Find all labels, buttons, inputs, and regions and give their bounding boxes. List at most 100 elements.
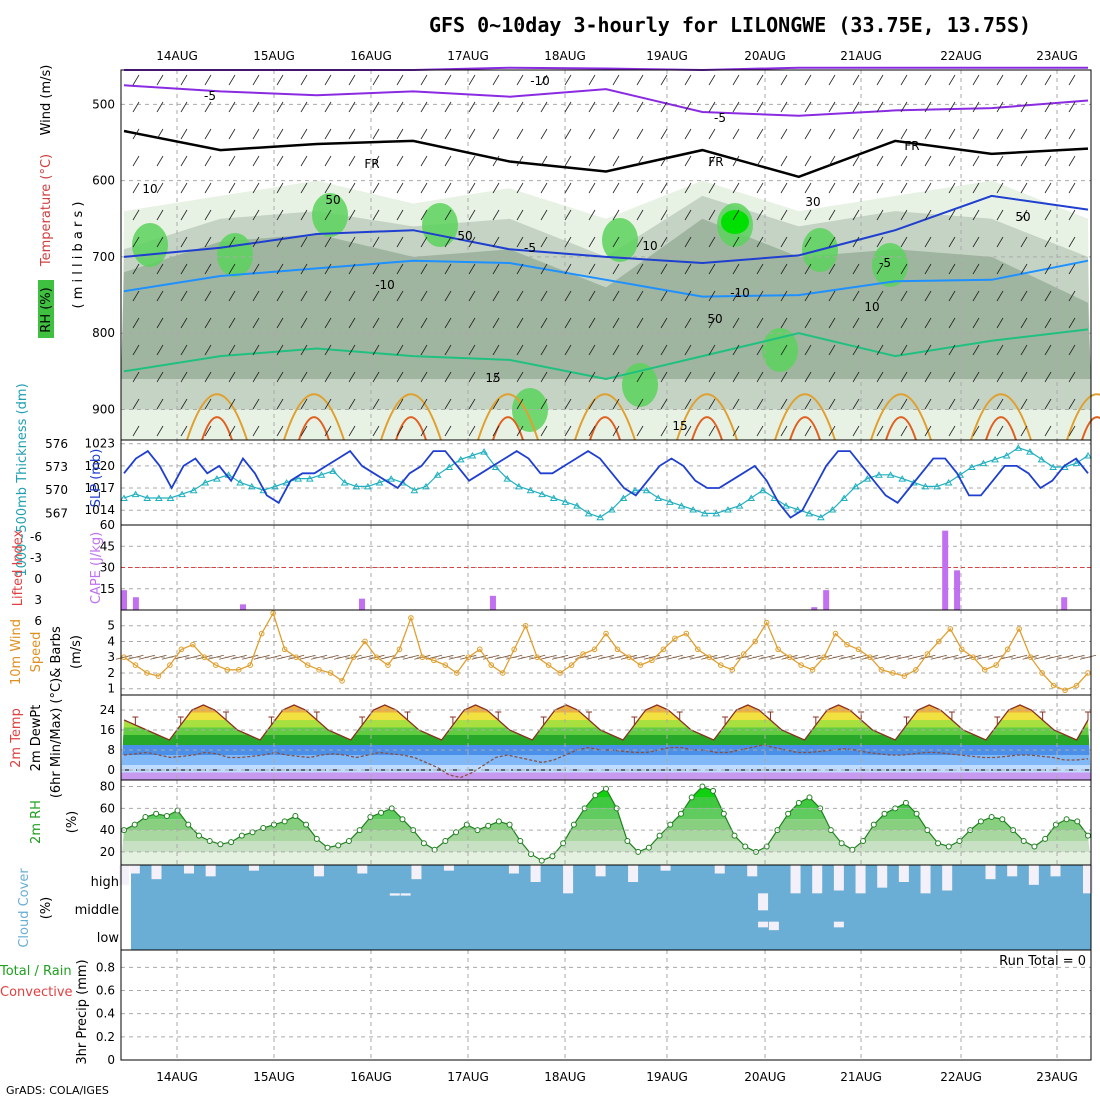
wind-barb	[996, 398, 1004, 410]
wind-barb-10m	[827, 654, 844, 660]
wind-barb	[300, 344, 308, 356]
wind-barb	[708, 263, 716, 275]
precip-total-label: Total / Rain	[0, 964, 72, 979]
wind-barb	[564, 101, 572, 113]
wind-barb	[780, 155, 788, 167]
wind-barb	[924, 263, 932, 275]
cloud-axis-label: Cloud Cover	[17, 868, 32, 948]
wind-barb-10m	[976, 654, 993, 660]
wind-barb	[828, 209, 836, 221]
bottom-date-axis: 14AUG 15AUG 16AUG 17AUG 18AUG 19AUG 20AUG 21AUG…	[156, 1070, 1078, 1084]
wind-barb	[636, 344, 644, 356]
wind-barb	[540, 317, 548, 329]
rh-marker	[913, 810, 920, 817]
wind-barb	[588, 371, 596, 383]
rh-marker	[624, 838, 631, 845]
wind-barb	[708, 128, 716, 140]
wind-barb-10m	[219, 654, 236, 660]
wind-barb	[900, 128, 908, 140]
wind-speed-marker	[396, 646, 403, 653]
rh-marker	[945, 843, 952, 850]
wind-speed-marker	[327, 670, 334, 676]
wind-barb	[348, 128, 356, 140]
wind-barb	[756, 236, 764, 248]
wind-barb	[804, 425, 812, 437]
wind-barb	[972, 236, 980, 248]
wind-barb	[252, 398, 260, 410]
wind10m-axis-label: (m/s)	[69, 635, 84, 669]
wind-barb	[396, 425, 404, 437]
wind-barb	[396, 317, 404, 329]
wind-barb	[444, 236, 452, 248]
wind-barb-10m	[1045, 654, 1062, 660]
wind-barb	[516, 371, 524, 383]
wind-barb	[924, 209, 932, 221]
wind-barb	[252, 263, 260, 275]
rh-band	[121, 786, 1091, 798]
wind-barb	[348, 344, 356, 356]
wind-barb	[180, 101, 188, 113]
cloud-bar	[313, 865, 324, 877]
thickness-marker	[236, 479, 245, 486]
wind-barb	[252, 371, 260, 383]
wind-barb	[660, 236, 668, 248]
wind-barb	[348, 182, 356, 194]
slp-tick-label: 1014	[84, 503, 115, 517]
temp-band	[121, 765, 1091, 773]
wind-barb	[468, 317, 476, 329]
wind-barb	[228, 371, 236, 383]
wind-barb-10m	[1033, 654, 1051, 660]
wind-barb	[612, 263, 620, 275]
wind-barb	[684, 398, 692, 410]
wind-barb	[492, 182, 500, 194]
wind-speed-marker	[798, 662, 804, 668]
dewpt-line	[123, 744, 1089, 779]
wind-barb	[636, 209, 644, 221]
top-date-label: 15AUG	[253, 49, 295, 63]
wind-barb	[924, 128, 932, 140]
wind-barb	[252, 317, 260, 329]
wind-barb	[132, 209, 140, 221]
wind-barb	[348, 317, 356, 329]
wind-barb	[1020, 290, 1028, 302]
wind-barb	[756, 398, 764, 410]
wind-barb	[684, 182, 692, 194]
wind-barb	[780, 74, 788, 86]
thickness-marker	[352, 482, 361, 490]
wind-barb	[468, 155, 476, 167]
cloud-bar	[833, 865, 844, 891]
wind-barb	[804, 128, 812, 140]
wind-barb	[1068, 263, 1076, 275]
wind-barb	[516, 263, 524, 275]
wind-barb-10m	[942, 654, 959, 660]
temp-bands	[121, 705, 1091, 780]
top-date-label: 21AUG	[840, 49, 882, 63]
wind-barb	[156, 398, 164, 410]
thickness-marker	[665, 498, 674, 505]
wind-speed-marker	[580, 651, 586, 657]
wind-barb	[924, 182, 932, 194]
wind-barb	[1044, 155, 1052, 167]
wind-barb	[1068, 290, 1076, 302]
wind-barb	[540, 155, 548, 167]
rh-marker	[645, 844, 652, 851]
wind-speed-marker	[936, 638, 942, 645]
wind-speed-marker	[970, 654, 977, 661]
wind-barb	[252, 128, 260, 140]
wind-barb-10m	[724, 654, 741, 660]
thickness-tick-label: 573	[45, 460, 68, 474]
wind-barb	[660, 398, 668, 410]
wind-barb-10m	[999, 654, 1016, 660]
wind-barb	[468, 371, 476, 383]
wind-barb	[156, 317, 164, 329]
wind-barb	[852, 398, 860, 410]
precip-panel	[120, 949, 1092, 1061]
wind-barb	[636, 290, 644, 302]
wind-barb	[948, 371, 956, 383]
wind-barb	[276, 101, 284, 113]
thickness-marker	[944, 479, 953, 486]
wind-barb	[276, 398, 284, 410]
precip-convective-label: Convective	[0, 985, 73, 1000]
rh-marker	[603, 785, 609, 792]
